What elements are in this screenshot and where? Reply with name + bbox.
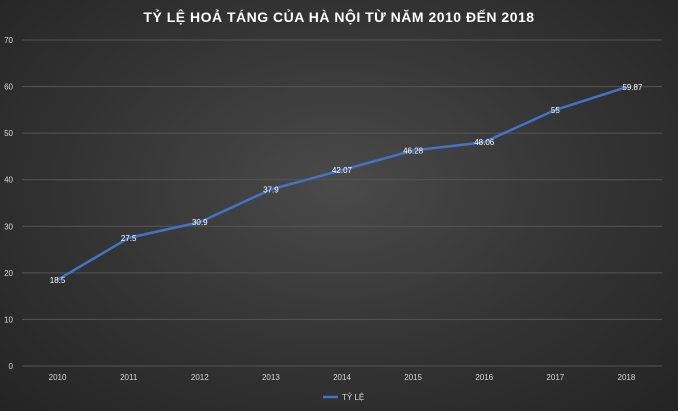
x-tick-label-2011: 2011	[120, 373, 138, 382]
x-axis: 2010 2011 2012 2013 2014 2015 2016 2017 2018	[49, 373, 636, 382]
x-tick-label-2015: 2015	[404, 373, 422, 382]
y-tick-label-40: 40	[4, 176, 13, 185]
y-tick-label-20: 20	[4, 269, 13, 278]
data-label-2015: 46.28	[403, 146, 424, 155]
y-tick-label-30: 30	[4, 222, 13, 231]
y-axis: 0 10 20 30 40 50 60 70	[4, 36, 13, 371]
data-label-2018: 59.87	[622, 83, 643, 92]
x-tick-label-2014: 2014	[333, 373, 351, 382]
series-layer	[56, 86, 627, 281]
data-labels: 18.5 27.5 30.9 37.9 42.07 46.28 48.06 55 59.87	[50, 83, 643, 285]
data-label-2016: 48.06	[474, 138, 495, 147]
data-label-2013: 37.9	[263, 185, 279, 194]
data-label-2011: 27.5	[121, 234, 137, 243]
grid-layer	[22, 39, 662, 367]
y-tick-label-50: 50	[4, 129, 13, 138]
data-label-2017: 55	[551, 106, 560, 115]
x-tick-label-2010: 2010	[49, 373, 67, 382]
y-tick-label-60: 60	[4, 83, 13, 92]
data-label-2010: 18.5	[50, 276, 66, 285]
x-tick-label-2012: 2012	[191, 373, 209, 382]
y-tick-label-10: 10	[4, 315, 13, 324]
x-tick-label-2016: 2016	[475, 373, 493, 382]
data-label-2012: 30.9	[192, 218, 208, 227]
legend-label: TỶ LỆ	[342, 393, 364, 402]
x-tick-label-2017: 2017	[546, 373, 564, 382]
series-line-0	[56, 86, 627, 281]
x-tick-label-2013: 2013	[262, 373, 280, 382]
legend: TỶ LỆ	[323, 393, 364, 402]
data-label-2014: 42.07	[332, 166, 353, 175]
y-tick-label-0: 0	[9, 362, 14, 371]
chart-title: TỶ LỆ HOẢ TÁNG CỦA HÀ NỘI TỪ NĂM 2010 ĐẾ…	[143, 9, 535, 25]
y-tick-label-70: 70	[4, 36, 13, 45]
x-tick-label-2018: 2018	[618, 373, 636, 382]
